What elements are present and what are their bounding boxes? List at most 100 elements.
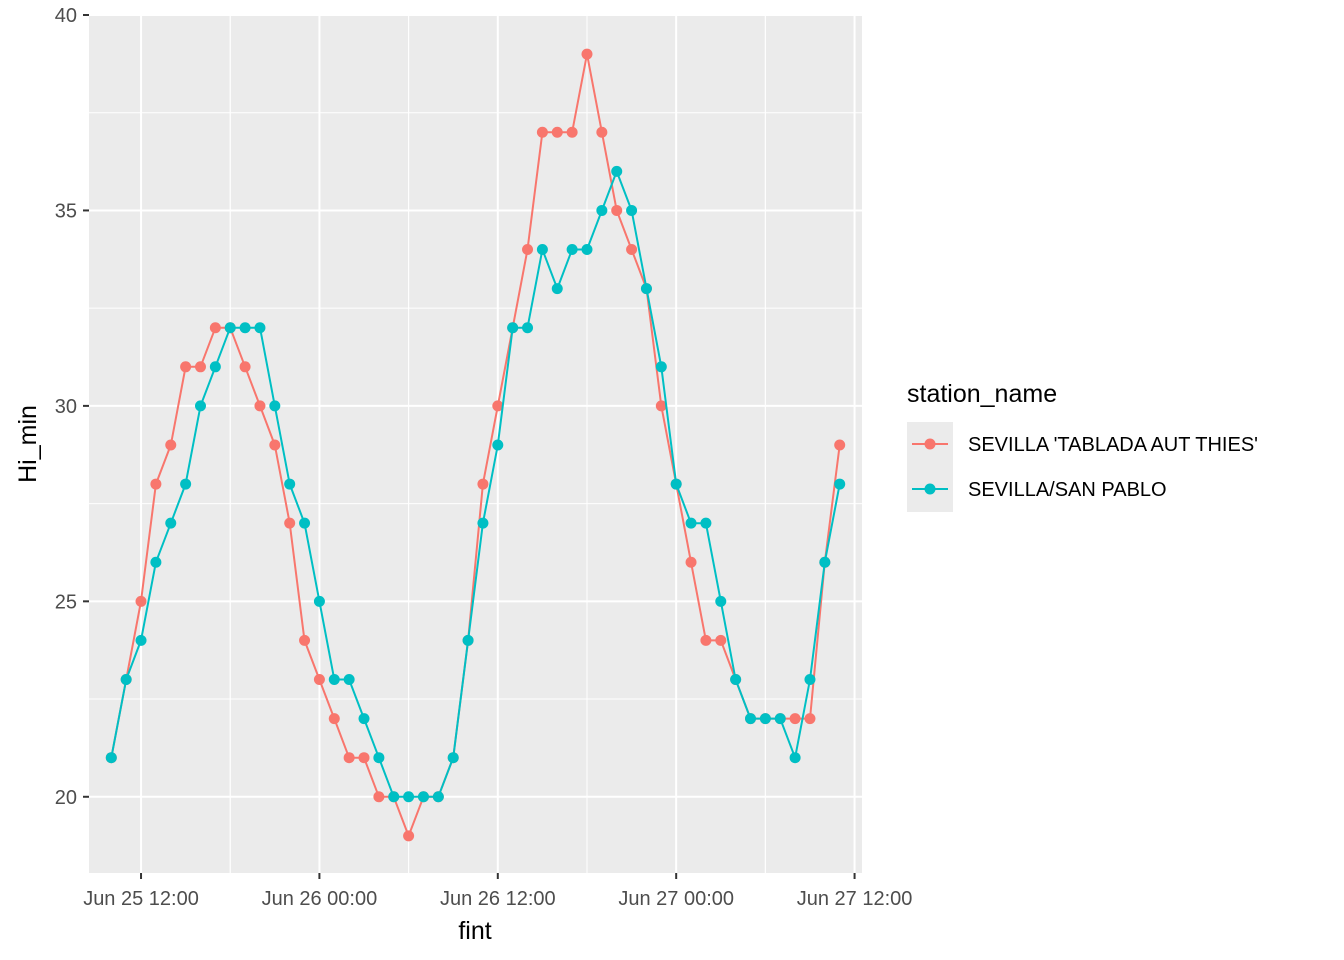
legend-label: SEVILLA 'TABLADA AUT THIES' bbox=[968, 434, 1258, 456]
data-point bbox=[477, 478, 489, 490]
data-point bbox=[626, 204, 638, 216]
data-point bbox=[566, 126, 578, 138]
y-tick-label: 35 bbox=[55, 200, 77, 222]
legend: station_name SEVILLA 'TABLADA AUT THIES'… bbox=[907, 380, 1258, 512]
data-point bbox=[700, 517, 712, 529]
data-point bbox=[358, 713, 370, 725]
data-point bbox=[313, 595, 325, 607]
x-tick-label: Jun 27 00:00 bbox=[618, 888, 734, 910]
legend-key-background bbox=[907, 422, 953, 512]
data-point bbox=[194, 361, 206, 373]
x-tick-label: Jun 27 12:00 bbox=[797, 888, 913, 910]
legend-key-point bbox=[924, 438, 936, 450]
data-point bbox=[343, 752, 355, 764]
data-point bbox=[388, 791, 400, 803]
series-2 bbox=[105, 165, 846, 803]
data-point bbox=[700, 634, 712, 646]
legend-item: SEVILLA/SAN PABLO bbox=[912, 479, 1167, 501]
data-point bbox=[239, 361, 251, 373]
y-tick-label: 30 bbox=[55, 396, 77, 418]
data-point bbox=[492, 439, 504, 451]
data-point bbox=[328, 674, 340, 686]
x-axis-title: fint bbox=[458, 917, 491, 945]
data-point bbox=[596, 204, 608, 216]
data-point bbox=[373, 752, 385, 764]
data-point bbox=[194, 400, 206, 412]
data-point bbox=[358, 752, 370, 764]
data-point bbox=[789, 752, 801, 764]
data-point bbox=[135, 634, 147, 646]
data-point bbox=[373, 791, 385, 803]
data-point bbox=[522, 322, 534, 334]
data-point bbox=[536, 126, 548, 138]
data-point bbox=[522, 244, 534, 256]
minor-gridlines bbox=[89, 15, 862, 873]
data-point bbox=[120, 674, 132, 686]
data-point bbox=[328, 713, 340, 725]
data-point bbox=[224, 322, 236, 334]
data-point bbox=[581, 244, 593, 256]
data-point bbox=[313, 674, 325, 686]
data-point bbox=[105, 752, 117, 764]
data-point bbox=[462, 634, 474, 646]
data-point bbox=[551, 126, 563, 138]
legend-key-point bbox=[924, 483, 936, 495]
data-point bbox=[536, 244, 548, 256]
data-point bbox=[581, 48, 593, 60]
x-tick-label: Jun 26 12:00 bbox=[440, 888, 556, 910]
x-tick-label: Jun 26 00:00 bbox=[262, 888, 378, 910]
data-point bbox=[566, 244, 578, 256]
data-point bbox=[403, 830, 415, 842]
x-tick-label: Jun 25 12:00 bbox=[83, 888, 199, 910]
major-gridlines bbox=[89, 14, 862, 873]
data-point bbox=[269, 439, 281, 451]
data-point bbox=[477, 517, 489, 529]
data-point bbox=[655, 361, 667, 373]
legend-item: SEVILLA 'TABLADA AUT THIES' bbox=[912, 434, 1258, 456]
data-point bbox=[685, 556, 697, 568]
data-point bbox=[596, 126, 608, 138]
x-axis: Jun 25 12:00 Jun 26 00:00 Jun 26 12:00 Jun … bbox=[83, 873, 912, 910]
legend-label: SEVILLA/SAN PABLO bbox=[968, 479, 1167, 501]
data-point bbox=[299, 634, 311, 646]
data-point bbox=[432, 791, 444, 803]
data-point bbox=[715, 634, 727, 646]
data-point bbox=[254, 400, 266, 412]
data-point bbox=[269, 400, 281, 412]
data-point bbox=[551, 283, 563, 295]
y-axis-title: Hi_min bbox=[14, 405, 42, 483]
data-point bbox=[254, 322, 266, 334]
y-tick-label: 20 bbox=[55, 787, 77, 809]
y-axis: 20 25 30 35 40 bbox=[55, 5, 89, 809]
data-point bbox=[135, 595, 147, 607]
data-point bbox=[209, 361, 221, 373]
data-point bbox=[804, 674, 816, 686]
data-point bbox=[804, 713, 816, 725]
data-point bbox=[640, 283, 652, 295]
series-layer bbox=[105, 48, 846, 842]
data-point bbox=[180, 361, 192, 373]
data-point bbox=[209, 322, 221, 334]
data-point bbox=[745, 713, 757, 725]
data-point bbox=[611, 165, 623, 177]
data-point bbox=[284, 517, 296, 529]
data-point bbox=[789, 713, 801, 725]
data-point bbox=[611, 204, 623, 216]
data-point bbox=[715, 595, 727, 607]
data-point bbox=[834, 478, 846, 490]
y-tick-label: 40 bbox=[55, 5, 77, 27]
data-point bbox=[507, 322, 519, 334]
legend-title: station_name bbox=[907, 380, 1057, 408]
data-point bbox=[165, 439, 177, 451]
data-point bbox=[299, 517, 311, 529]
data-point bbox=[655, 400, 667, 412]
data-point bbox=[492, 400, 504, 412]
data-point bbox=[834, 439, 846, 451]
data-point bbox=[417, 791, 429, 803]
data-point bbox=[774, 713, 786, 725]
data-point bbox=[819, 556, 831, 568]
data-point bbox=[447, 752, 459, 764]
data-point bbox=[685, 517, 697, 529]
data-point bbox=[343, 674, 355, 686]
